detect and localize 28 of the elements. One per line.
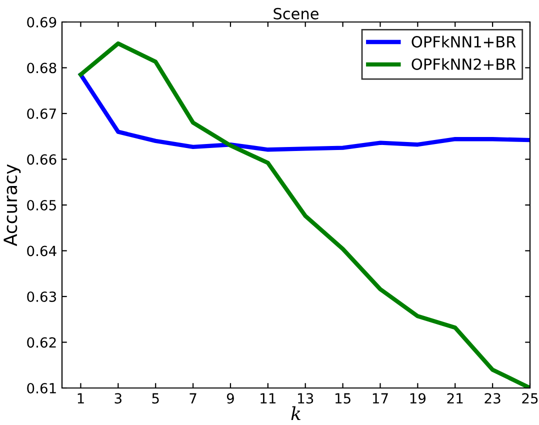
y-axis-title: Accuracy <box>4 164 21 246</box>
legend-label: OPFkNN2+BR <box>412 58 516 70</box>
y-tick-label: 0.61 <box>27 382 56 394</box>
y-tick-label: 0.63 <box>27 291 56 302</box>
y-tick-label: 0.64 <box>27 246 56 256</box>
x-tick-label: 17 <box>372 393 388 404</box>
x-tick-label: 11 <box>260 393 276 404</box>
x-tick-label: 1 <box>78 393 84 404</box>
x-tick-label: 15 <box>335 393 350 404</box>
y-tick-label: 0.65 <box>27 200 56 210</box>
legend-label: OPFkNN1+BR <box>412 36 516 48</box>
y-tick-label: 0.66 <box>27 154 56 165</box>
x-tick-label: 21 <box>447 393 463 404</box>
x-axis-title: k <box>291 406 300 420</box>
y-tick-label: 0.62 <box>27 337 56 348</box>
x-tick-label: 9 <box>226 393 234 404</box>
x-tick-label: 7 <box>190 393 196 404</box>
x-tick-label: 3 <box>114 393 122 404</box>
y-tick-label: 0.69 <box>27 16 56 28</box>
chart-title: Scene <box>274 8 318 20</box>
x-tick-label: 23 <box>484 393 500 404</box>
x-tick-label: 25 <box>522 393 538 404</box>
x-tick-label: 5 <box>152 393 159 404</box>
y-tick-label: 0.67 <box>27 108 56 119</box>
x-tick-label: 19 <box>410 393 426 404</box>
y-tick-label: 0.68 <box>27 62 56 74</box>
line-series <box>78 72 530 152</box>
x-tick-label: 13 <box>298 393 314 404</box>
